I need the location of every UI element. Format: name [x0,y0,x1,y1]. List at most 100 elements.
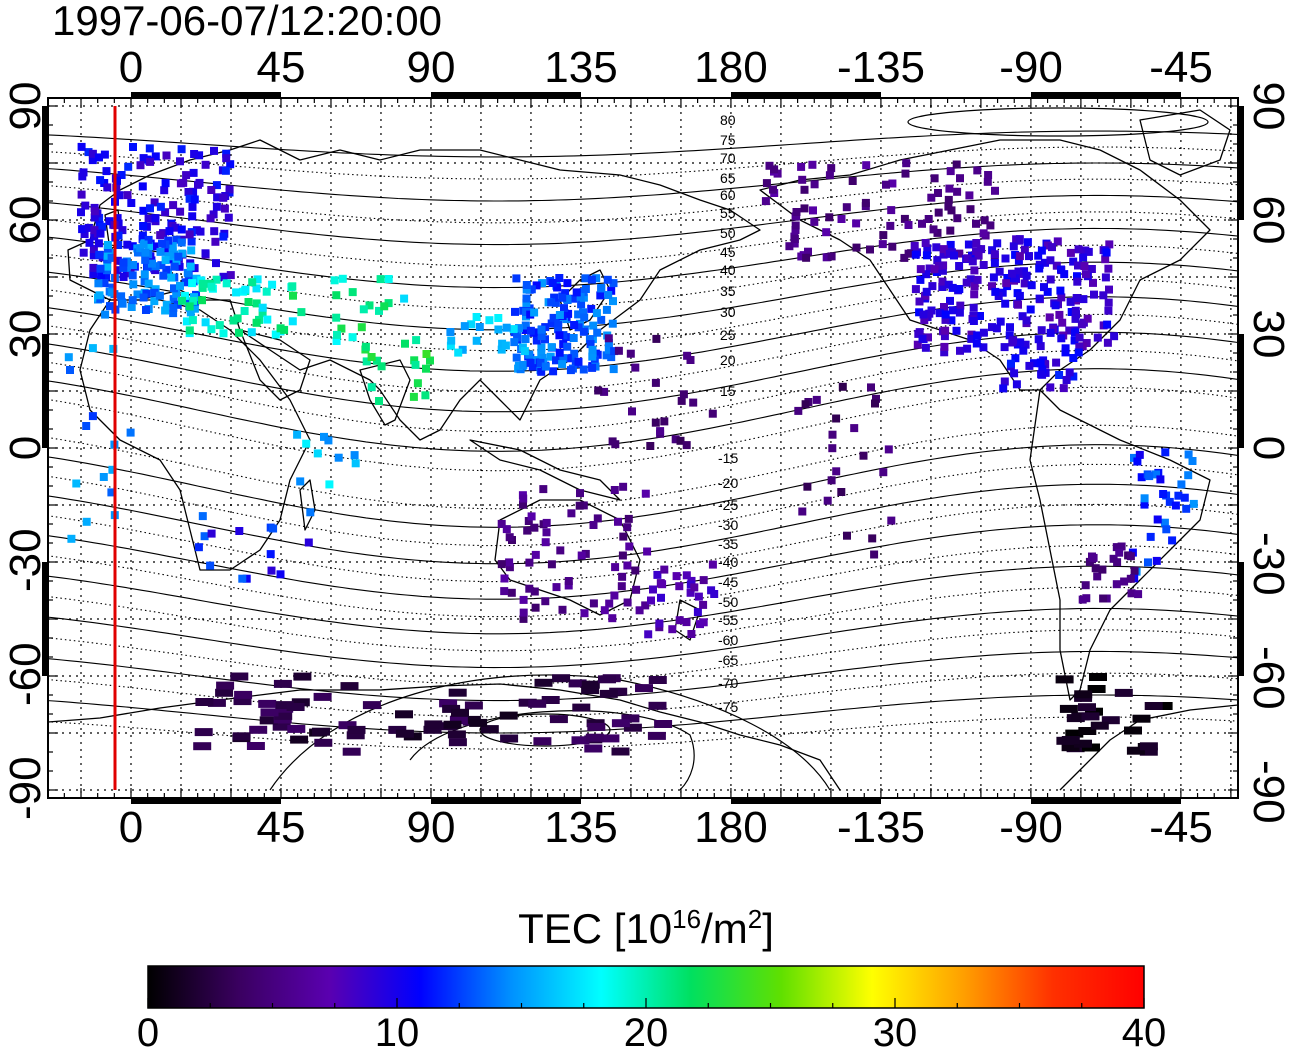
tec-cell [884,445,893,454]
tec-cell [100,279,109,288]
tec-cell [1103,320,1112,329]
tec-cell [852,219,861,228]
tec-cell [96,176,105,185]
left-lat-tick-label: 0 [1,435,50,461]
colorbar-label: TEC [1016/m2] [0,904,1292,954]
tec-cell [1184,450,1193,459]
tec-cell [1070,336,1079,345]
tec-cell [938,283,947,291]
tec-cell [235,527,244,535]
tec-cell [233,314,242,323]
tec-cell [804,247,812,256]
tec-cell [843,531,851,540]
tec-cell [155,291,164,300]
mlat-contour [48,313,1238,393]
tec-cell [1069,354,1078,362]
tec-cell [564,581,573,590]
left-lat-tick-label: -90 [1,756,50,820]
tec-cell [95,153,103,162]
tec-cell [596,291,605,300]
tec-cell [189,187,198,196]
tec-cell [710,590,719,598]
tec-cell [158,239,166,248]
tec-cell [1058,318,1067,327]
tec-cell [1034,335,1043,344]
tec-cell [172,235,181,244]
tec-cell [527,285,536,294]
tec-cell [1011,354,1020,363]
tec-cell [222,154,231,163]
tec-cell [190,304,199,313]
tec-cell [559,354,568,363]
tec-cell [973,166,982,175]
tec-cell [996,317,1005,326]
tec-cell [915,308,924,317]
bottom-lon-tick-label: 90 [406,803,456,852]
tec-cell [384,275,393,283]
tec-cell [647,596,655,605]
tec-cell [984,171,993,179]
tec-cell [574,310,583,319]
tec-cell [95,213,104,222]
tec-cell [641,489,650,498]
tec-cell [139,222,148,230]
tec-cell [808,160,817,169]
north-pole-oval [907,107,1209,137]
tec-cell [656,427,665,436]
tec-cell [102,272,111,281]
colorbar-tick-label: 30 [872,1011,918,1055]
tec-cell [198,512,207,521]
tec-cell [882,180,890,189]
tec-cell [505,558,514,567]
graticule-grid [48,98,1238,798]
tec-cell [411,360,420,369]
tec-cell [879,231,888,240]
tec-cell [136,161,145,170]
right-lat-tick-label: 30 [1244,309,1292,359]
tec-cell [521,326,530,334]
tec-cell [977,245,986,254]
mlat-contour [48,296,1238,372]
tec-cell [587,304,596,313]
tec-cell [222,279,231,288]
tec-cell [180,291,189,300]
tec-cell [571,736,590,745]
tec-cell [313,692,332,701]
tec-cell [107,488,116,497]
mlat-contour [48,444,1238,528]
tec-cell [589,321,598,330]
tec-cell [1091,564,1100,573]
tec-cell [842,203,851,212]
tec-cell [618,572,627,581]
tec-cell [422,364,430,373]
tec-cell [426,356,434,365]
tec-cell [1069,372,1078,381]
tec-cell [1055,310,1064,319]
tec-cell [610,486,619,494]
tec-cell [923,244,932,253]
tec-cell [219,193,228,202]
tec-cell [262,287,271,296]
tec-cell [552,583,561,592]
tec-cell [970,266,979,275]
tec-cell [561,289,570,298]
tec-cell [1161,448,1170,457]
tec-cell [1074,739,1092,748]
tec-cell [530,308,539,317]
tec-cell [916,275,925,284]
tec-cell [293,430,302,439]
tec-cell [150,242,159,251]
tec-cell [233,697,252,706]
tec-cell [1159,490,1168,498]
tec-cell [628,407,636,416]
mlat-contour [48,162,1238,202]
tec-cell [82,422,91,430]
tec-cell [267,566,276,575]
tec-cell [970,290,979,299]
tec-cell [333,330,341,339]
tec-cell [944,195,953,204]
tec-cell [887,516,896,525]
tec-cell [119,263,128,272]
tec-cell [566,366,575,375]
tec-cell [161,256,170,265]
